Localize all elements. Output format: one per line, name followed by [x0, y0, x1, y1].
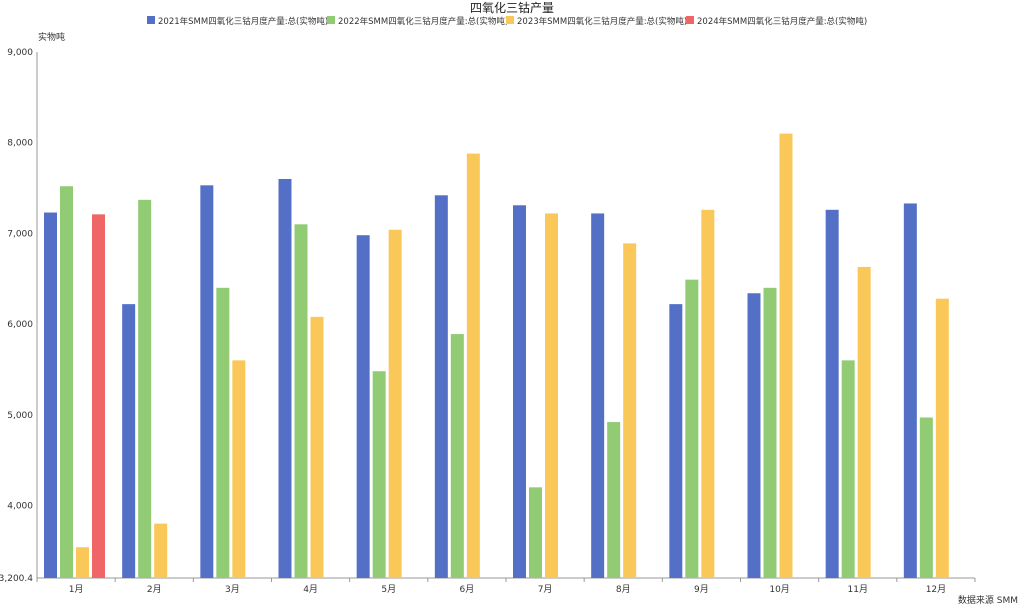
- y-axis: 3,200.4 4,000 5,000 6,000 7,000 8,000 9,000: [0, 48, 38, 584]
- bars: [44, 133, 949, 579]
- bar-s1-4[interactable]: [372, 371, 386, 578]
- y-tick-label: 9,000: [7, 48, 33, 58]
- bar-s0-10[interactable]: [825, 209, 839, 578]
- bar-s2-4[interactable]: [388, 229, 402, 578]
- legend: 2021年SMM四氧化三钴月度产量:总(实物吨) 2022年SMM四氧化三钴月度产…: [147, 16, 867, 27]
- x-tick-label: 10月: [769, 584, 789, 595]
- x-axis: 1月 2月 3月 4月 5月 6月 7月 8月 9月 10月 11月 12月: [36, 577, 976, 595]
- bar-s0-4[interactable]: [356, 235, 370, 578]
- bar-s1-7[interactable]: [607, 422, 621, 578]
- legend-label-0[interactable]: 2021年SMM四氧化三钴月度产量:总(实物吨): [158, 16, 328, 27]
- x-tick-label: 9月: [694, 584, 709, 595]
- y-tick-label: 7,000: [7, 229, 33, 239]
- x-tick-label: 7月: [538, 584, 553, 595]
- x-tick-label: 11月: [848, 584, 868, 595]
- y-tick-label: 5,000: [7, 411, 33, 421]
- y-tick-label: 3,200.4: [0, 574, 33, 584]
- bar-s2-0[interactable]: [76, 547, 89, 578]
- bar-s2-3[interactable]: [310, 316, 324, 578]
- x-tick-label: 1月: [69, 584, 84, 595]
- bar-s0-3[interactable]: [278, 178, 292, 578]
- bar-s1-11[interactable]: [919, 417, 933, 578]
- y-tick-label: 8,000: [7, 139, 33, 149]
- x-tick-label: 5月: [381, 584, 396, 595]
- bar-s2-10[interactable]: [857, 266, 871, 578]
- bar-s0-1[interactable]: [122, 304, 136, 578]
- legend-label-2[interactable]: 2023年SMM四氧化三钴月度产量:总(实物吨): [517, 16, 687, 27]
- legend-label-1[interactable]: 2022年SMM四氧化三钴月度产量:总(实物吨): [338, 16, 508, 27]
- bar-s2-7[interactable]: [623, 243, 637, 578]
- bar-s2-6[interactable]: [545, 213, 558, 578]
- data-source-label: 数据来源 SMM: [958, 594, 1018, 606]
- legend-swatch-2[interactable]: [506, 16, 514, 24]
- bar-s2-1[interactable]: [154, 523, 168, 578]
- x-tick-label: 12月: [926, 584, 946, 595]
- bar-s0-11[interactable]: [903, 203, 917, 579]
- bar-s0-8[interactable]: [669, 304, 683, 578]
- y-tick-label: 4,000: [7, 501, 33, 511]
- legend-swatch-1[interactable]: [327, 16, 335, 24]
- bar-s1-1[interactable]: [138, 199, 152, 578]
- bar-s0-9[interactable]: [747, 293, 761, 578]
- bar-s1-0[interactable]: [60, 186, 73, 578]
- bar-s0-5[interactable]: [434, 195, 448, 578]
- legend-label-3[interactable]: 2024年SMM四氧化三钴月度产量:总(实物吨): [697, 16, 867, 27]
- bar-s1-5[interactable]: [450, 334, 464, 578]
- bar-s2-9[interactable]: [779, 133, 793, 578]
- bar-s1-9[interactable]: [763, 287, 777, 578]
- bar-s3-0[interactable]: [92, 214, 105, 578]
- y-tick-label: 6,000: [7, 320, 33, 330]
- bar-s1-3[interactable]: [294, 224, 308, 578]
- legend-swatch-3[interactable]: [686, 16, 694, 24]
- bar-s1-8[interactable]: [685, 279, 699, 578]
- chart-title: 四氧化三钴产量: [470, 0, 554, 15]
- legend-swatch-0[interactable]: [147, 16, 155, 24]
- x-tick-label: 6月: [460, 584, 475, 595]
- bar-s1-10[interactable]: [841, 360, 855, 578]
- x-tick-label: 2月: [147, 584, 162, 595]
- y-axis-unit-label: 实物吨: [38, 31, 65, 43]
- x-tick-label: 3月: [225, 584, 240, 595]
- bar-s0-0[interactable]: [44, 212, 57, 579]
- bar-s0-6[interactable]: [513, 205, 526, 578]
- bar-s2-11[interactable]: [935, 298, 949, 578]
- bar-s2-8[interactable]: [701, 209, 715, 578]
- x-tick-label: 8月: [616, 584, 631, 595]
- bar-s1-2[interactable]: [216, 287, 230, 578]
- bar-s1-6[interactable]: [529, 487, 542, 578]
- bar-s2-2[interactable]: [232, 360, 246, 578]
- bar-s0-2[interactable]: [200, 185, 214, 578]
- bar-s0-7[interactable]: [591, 213, 605, 578]
- bar-s2-5[interactable]: [466, 153, 480, 579]
- x-tick-label: 4月: [303, 584, 318, 595]
